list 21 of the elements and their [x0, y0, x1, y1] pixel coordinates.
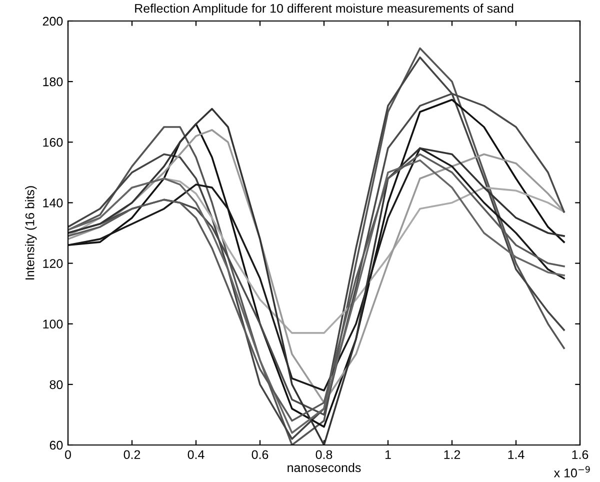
y-tick-label: 100	[43, 320, 63, 329]
x-axis-title: nanoseconds	[288, 462, 361, 472]
x-tick-label: 1.4	[508, 450, 524, 459]
y-axis-title: Intensity (16 bits)	[25, 186, 37, 280]
x-tick-label: 0.4	[188, 450, 204, 460]
x-tick-label: 0.2	[124, 450, 140, 460]
text: x 10$^{−9}$	[554, 466, 590, 478]
y-tick-label: 80	[50, 380, 63, 390]
x-tick-label: 0	[65, 450, 71, 460]
y-tick-label: 60	[50, 440, 63, 450]
x-tick-label: 1.6	[572, 450, 588, 460]
y-tick-label: 160	[43, 138, 63, 147]
y-tick-label: 140	[43, 198, 63, 208]
y-tick-label: 180	[43, 77, 63, 86]
x-tick-label: 0.8	[316, 450, 332, 460]
x-tick-label: 1.2	[444, 450, 460, 459]
y-tick-label: 200	[42, 16, 63, 26]
x-tick-label: 0.6	[252, 450, 268, 460]
x-tick-label: 1	[385, 450, 391, 459]
chart-title: Reflection Amplitude for 10 different moisture measurements of sand	[135, 4, 514, 16]
y-tick-label: 120	[43, 259, 63, 268]
